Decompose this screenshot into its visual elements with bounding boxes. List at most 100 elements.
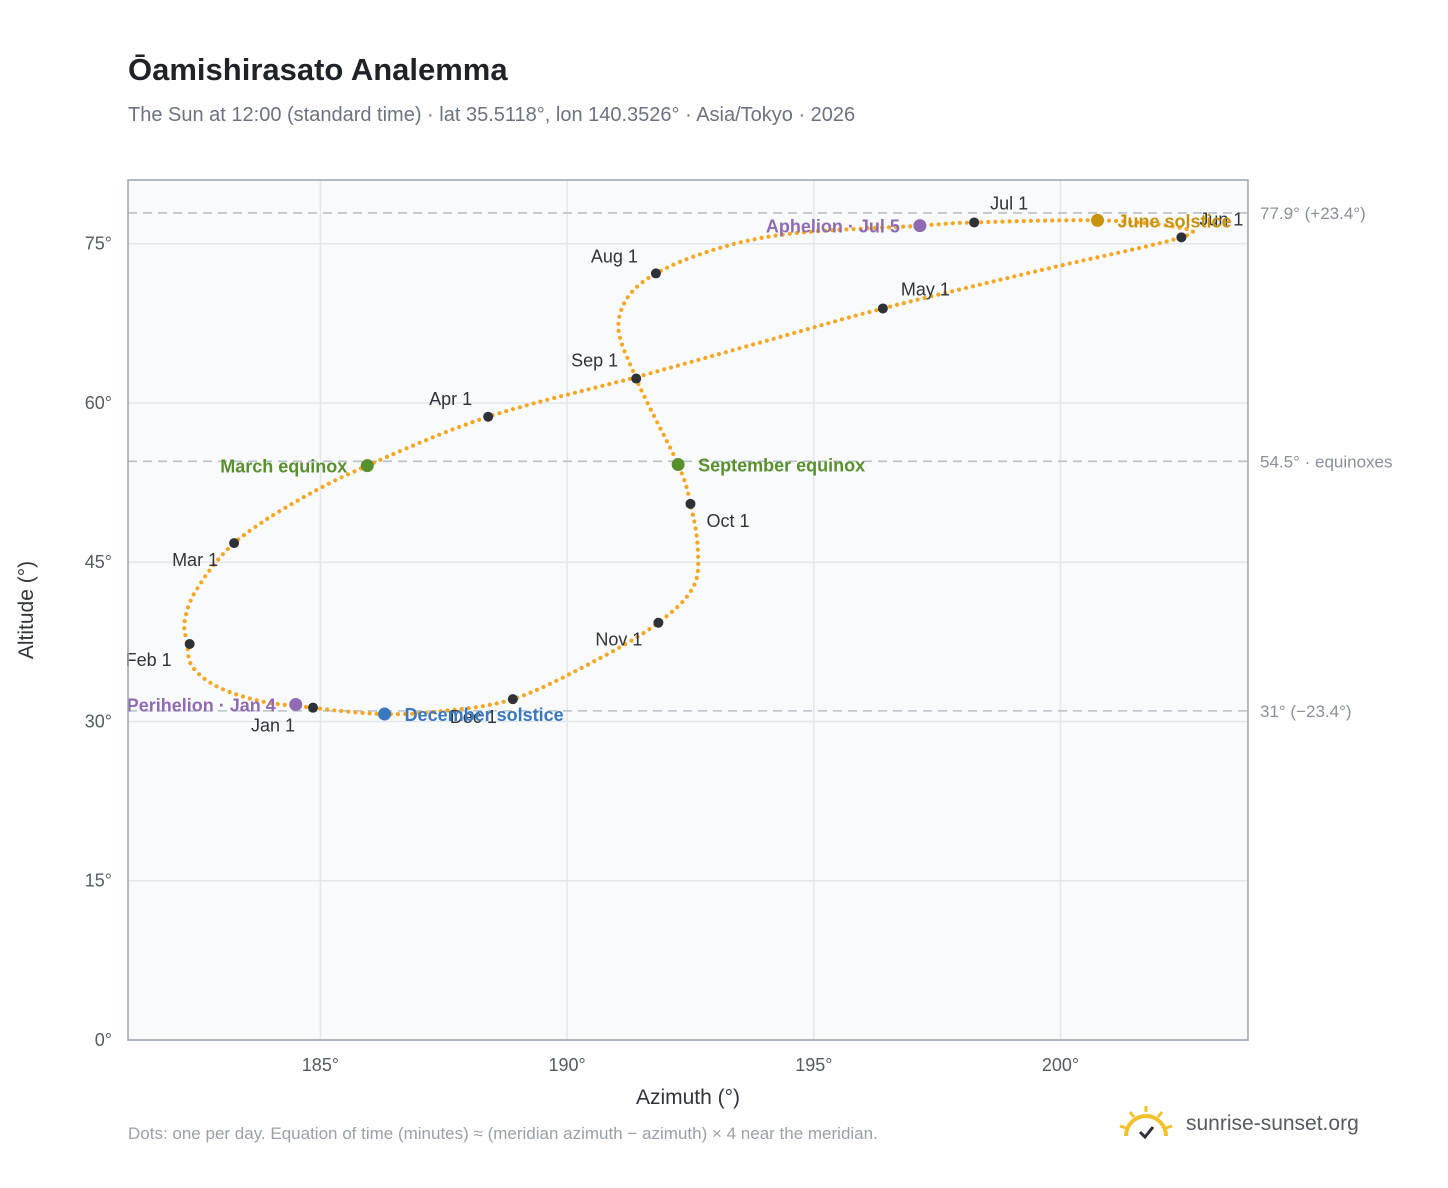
daily-dot xyxy=(303,704,309,710)
daily-dot xyxy=(623,642,628,647)
daily-dot xyxy=(395,712,401,717)
daily-dot xyxy=(695,540,700,545)
daily-dot xyxy=(579,665,584,671)
month-markers: Jan 1 Feb 1 Mar 1 Apr 1 May 1 Jun 1 Jul 1 Aug 1… xyxy=(126,193,1244,735)
daily-dot xyxy=(664,439,670,444)
daily-dot xyxy=(547,681,553,687)
daily-dot xyxy=(696,357,701,362)
daily-dot xyxy=(872,225,877,231)
daily-dot xyxy=(504,409,509,414)
daily-dot xyxy=(1014,219,1019,224)
daily-dot xyxy=(1064,218,1069,223)
brand-name: sunrise-sunset.org xyxy=(1186,1112,1359,1135)
daily-dot xyxy=(614,380,619,385)
daily-dot xyxy=(695,547,701,552)
daily-dot xyxy=(616,328,621,333)
daily-dot xyxy=(220,687,226,692)
daily-dot xyxy=(1028,218,1033,223)
event-label: Perihelion · Jan 4 xyxy=(127,695,276,715)
footnote: Dots: one per day. Equation of time (min… xyxy=(128,1124,878,1143)
event-label: December solstice xyxy=(405,705,564,725)
month-point xyxy=(653,617,664,628)
daily-dot xyxy=(384,454,389,459)
daily-dot xyxy=(524,403,529,408)
brand[interactable]: sunrise-sunset.org xyxy=(1118,1102,1359,1146)
daily-dot xyxy=(295,498,300,503)
daily-dot xyxy=(893,224,899,230)
daily-dot xyxy=(639,388,644,393)
daily-dot xyxy=(684,594,690,599)
daily-dot xyxy=(986,219,991,225)
x-axis-label: Azimuth (°) xyxy=(636,1086,740,1109)
daily-dot xyxy=(808,229,814,234)
daily-dot xyxy=(837,227,842,232)
daily-dot xyxy=(710,353,715,359)
daily-dot xyxy=(682,361,687,366)
daily-dot xyxy=(844,227,849,232)
daily-dot xyxy=(604,652,609,657)
daily-dot xyxy=(679,471,684,476)
daily-dot xyxy=(265,516,270,522)
daily-dot xyxy=(617,314,622,319)
daily-dot xyxy=(554,678,559,683)
event-point xyxy=(378,707,392,721)
x-tick-label: 200° xyxy=(1042,1055,1079,1075)
chart-title: Ōamishirasato Analemma xyxy=(128,52,508,87)
daily-dot xyxy=(648,407,653,412)
daily-dot xyxy=(1177,225,1182,230)
month-point xyxy=(184,638,195,649)
daily-dot xyxy=(686,491,691,496)
daily-dot xyxy=(1130,247,1135,252)
daily-dot xyxy=(689,359,694,364)
daily-dot xyxy=(860,311,865,316)
daily-dot xyxy=(977,282,982,287)
daily-dot xyxy=(1081,258,1086,263)
daily-dot xyxy=(211,562,216,568)
daily-dot xyxy=(403,711,408,717)
month-point xyxy=(685,498,696,509)
daily-dot xyxy=(410,443,416,448)
daily-dot xyxy=(378,457,383,462)
daily-dot xyxy=(1000,219,1005,224)
daily-dot xyxy=(275,701,280,707)
daily-dot xyxy=(703,355,708,361)
month-point xyxy=(877,303,888,314)
daily-dot xyxy=(560,675,565,680)
daily-dot xyxy=(694,575,699,581)
daily-dot xyxy=(798,328,804,334)
daily-dot xyxy=(1123,249,1128,254)
daily-dot xyxy=(501,699,506,704)
daily-dot xyxy=(247,696,252,701)
daily-dot xyxy=(625,295,630,300)
daily-dot xyxy=(697,252,703,257)
plot-frame xyxy=(127,179,1249,1041)
daily-dot xyxy=(1005,276,1010,281)
y-tick-label: 30° xyxy=(85,711,112,731)
daily-dot xyxy=(318,706,323,711)
daily-dot xyxy=(1057,218,1062,223)
axis-ticks: 185° 190° 195° 200° 0° 15° 30° 45° 60° 75° xyxy=(85,234,1079,1075)
daily-dot xyxy=(696,554,701,559)
daily-dot xyxy=(694,533,699,538)
daily-dot xyxy=(437,432,442,437)
daily-dot xyxy=(826,321,831,326)
daily-dot xyxy=(737,346,742,351)
daily-dot xyxy=(1067,261,1072,266)
daily-dot xyxy=(655,420,660,425)
daily-dot xyxy=(984,280,989,286)
daily-dot xyxy=(443,430,448,435)
daily-dot xyxy=(894,302,900,307)
daily-dot xyxy=(718,245,723,250)
daily-dot xyxy=(723,350,728,355)
daily-dot xyxy=(339,708,344,714)
daily-dot xyxy=(785,332,790,337)
daily-dot xyxy=(277,509,282,514)
month-label: Jul 1 xyxy=(990,193,1028,213)
x-tick-label: 195° xyxy=(795,1055,832,1075)
daily-dot xyxy=(645,401,650,406)
event-markers: March equinox September equinox June solst… xyxy=(127,211,1232,725)
daily-dot xyxy=(1026,271,1031,276)
daily-dot xyxy=(225,546,230,552)
daily-dot xyxy=(1019,272,1024,277)
daily-dot xyxy=(671,262,676,267)
